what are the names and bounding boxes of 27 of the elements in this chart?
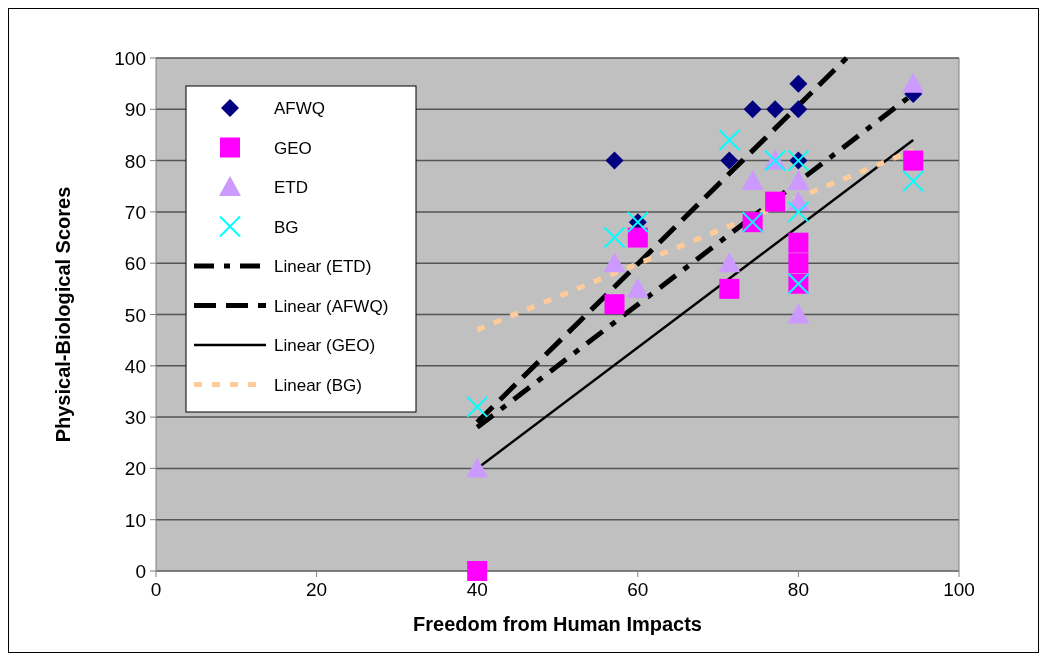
x-tick-label: 0 <box>150 579 162 600</box>
legend-label: BG <box>274 217 299 237</box>
y-tick-label: 90 <box>124 99 146 121</box>
legend-label: AFWQ <box>274 99 325 118</box>
x-axis-title: Freedom from Human Impacts <box>413 613 702 635</box>
legend-label: ETD <box>274 178 308 197</box>
x-tick-label: 80 <box>787 579 809 600</box>
y-tick-label: 20 <box>124 458 146 480</box>
y-tick-label: 0 <box>135 561 146 582</box>
y-tick-label: 100 <box>114 48 146 69</box>
legend-label: GEO <box>274 138 312 158</box>
x-tick-label: 60 <box>627 579 649 600</box>
y-tick-label: 50 <box>124 304 146 326</box>
legend-label: Linear (AFWQ) <box>274 296 389 316</box>
y-tick-label: 30 <box>124 407 146 429</box>
y-tick-label: 40 <box>124 355 146 377</box>
legend-label: Linear (ETD) <box>274 257 372 276</box>
x-tick-label: 100 <box>943 579 975 600</box>
y-tick-label: 80 <box>124 150 146 172</box>
y-tick-label: 60 <box>124 253 146 275</box>
y-tick-label: 10 <box>124 509 146 531</box>
legend-label: Linear (GEO) <box>274 336 376 355</box>
y-tick-label: 70 <box>124 201 146 223</box>
legend-label: Linear (BG) <box>274 375 362 395</box>
x-tick-label: 20 <box>306 579 328 600</box>
x-tick-label: 40 <box>466 579 488 600</box>
y-axis-title: Physical-Biological Scores <box>52 186 74 443</box>
